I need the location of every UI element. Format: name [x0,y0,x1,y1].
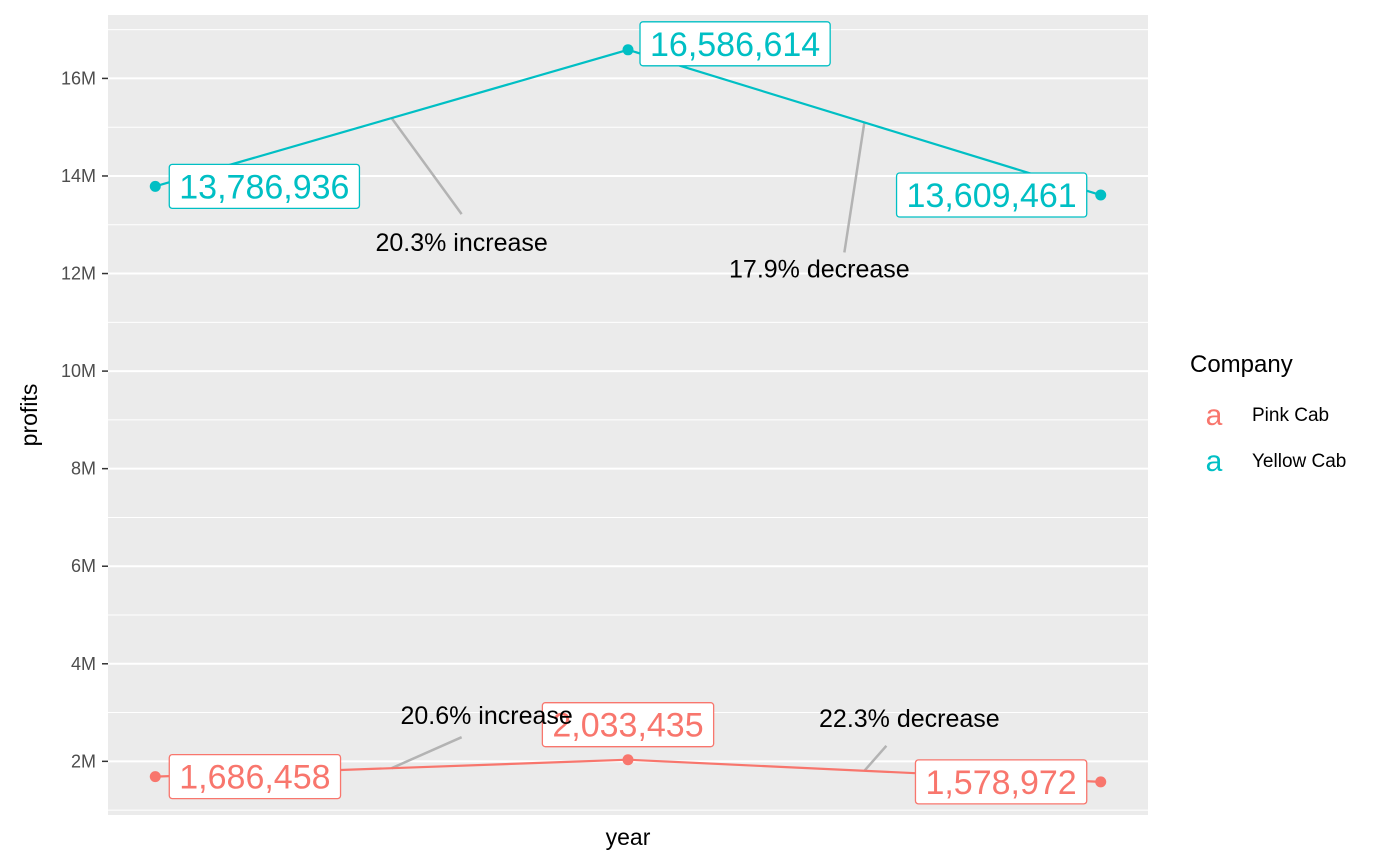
annotation-connector [390,117,463,215]
value-label: 2,033,435 [541,702,715,748]
annotations: 20.3% increase 17.9% decrease 20.6% increa… [375,229,999,733]
y-tick-label: 10M [61,361,96,381]
legend-title: Company [1190,351,1293,378]
annotation-label: 20.6% increase [400,702,572,730]
data-point [1095,189,1107,201]
y-tick-label: 6M [71,556,96,576]
value-label-box [541,702,715,748]
y-tick-label: 14M [61,166,96,186]
annotation-label: 22.3% decrease [819,705,1000,733]
annotation-connector [863,744,888,772]
data-point [1095,776,1107,788]
annotation-connector [843,122,866,253]
value-label: 1,578,972 [914,759,1088,805]
value-label-text: 1,578,972 [925,764,1076,802]
legend-key-background [1192,438,1236,482]
value-label-text: 16,586,614 [650,26,820,64]
value-label-text: 1,686,458 [179,759,330,797]
y-axis-title: profits [16,384,42,447]
value-label: 16,586,614 [639,21,831,67]
y-axis: 2M 4M 6M 8M 10M 12M 14M 16M [61,68,108,771]
value-label-box [639,21,831,67]
annotation-connector [391,736,463,770]
legend-key-glyph: a [1206,399,1223,432]
value-label-box [914,759,1088,805]
legend: Company a Pink Cab a Yellow Cab [1190,351,1346,482]
value-label: 1,686,458 [168,753,342,800]
legend-key-glyph: a [1206,445,1223,478]
y-tick-label: 8M [71,459,96,479]
legend-items: a Pink Cab a Yellow Cab [1192,392,1346,482]
legend-item-label: Yellow Cab [1252,451,1346,472]
value-label-text: 13,609,461 [907,177,1077,215]
point-labels: 1,686,458 2,033,435 1,578,972 13,786,936 16,… [168,21,1088,805]
legend-key-background [1192,392,1236,436]
data-point [622,44,634,56]
value-label-text: 2,033,435 [552,707,703,745]
annotation-connectors [390,117,888,772]
value-label-box [895,172,1088,218]
y-tick-label: 2M [71,751,96,771]
y-tick-label: 16M [61,68,96,88]
legend-item-label: Pink Cab [1252,405,1329,426]
value-label: 13,786,936 [168,163,361,210]
data-point [149,180,161,192]
data-point [149,771,161,783]
x-axis-title: year [606,824,651,850]
value-label: 13,609,461 [895,172,1088,218]
y-tick-label: 12M [61,264,96,284]
annotation-label: 17.9% decrease [729,255,910,283]
value-label-text: 13,786,936 [179,168,349,206]
plot-panel [108,15,1148,815]
value-label-box [168,163,361,210]
value-label-box [168,753,342,800]
annotation-label: 20.3% increase [375,229,547,257]
y-tick-label: 4M [71,654,96,674]
data-point [622,754,634,766]
